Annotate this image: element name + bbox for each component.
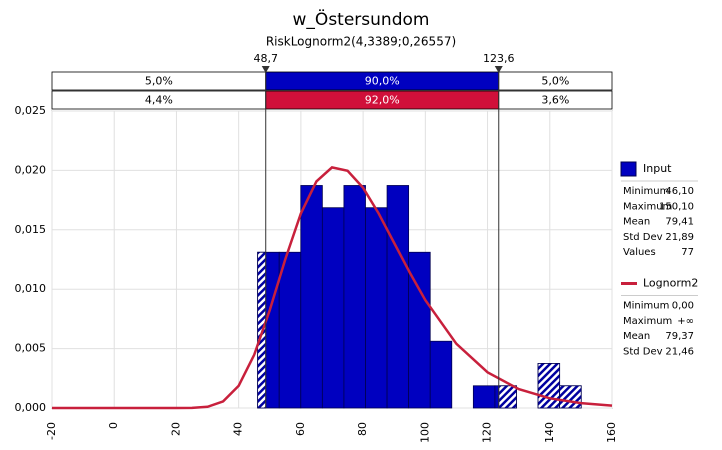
stat-name: Std Dev (623, 346, 663, 357)
band-label: 90,0% (365, 75, 400, 88)
bar-hatch (537, 363, 561, 409)
band-label: 5,0% (145, 75, 173, 88)
x-tick-label: 60 (294, 422, 307, 436)
x-tick-label: 80 (356, 422, 369, 436)
x-tick-label: 0 (107, 422, 120, 429)
bar (300, 185, 323, 409)
bar-hatch (559, 385, 582, 409)
y-tick-label: 0,020 (15, 163, 47, 176)
x-tick-label: 140 (543, 422, 556, 443)
stat-name: Mean (623, 331, 650, 342)
bar (343, 185, 366, 409)
y-tick-label: 0,010 (15, 282, 47, 295)
band-label: 3,6% (541, 94, 569, 107)
band-label: 4,4% (145, 94, 173, 107)
delimiter-handle (261, 66, 270, 73)
delimiter-label: 123,6 (483, 52, 515, 65)
band-label: 92,0% (365, 94, 400, 107)
bar-hatch (498, 385, 517, 409)
stat-value: 0,00 (672, 301, 694, 312)
band-label: 5,0% (541, 75, 569, 88)
legend-swatch (620, 161, 637, 177)
bar (472, 385, 496, 409)
bar (429, 340, 453, 409)
bar (408, 251, 431, 409)
stat-value: 77 (681, 247, 694, 258)
stat-value: 79,41 (665, 217, 694, 228)
x-tick-label: 120 (481, 422, 494, 443)
stat-value: 21,46 (665, 346, 694, 357)
stat-value: 46,10 (665, 186, 694, 197)
bar (321, 207, 345, 409)
x-tick-label: 20 (169, 422, 182, 436)
chart-subtitle: RiskLognorm2(4,3389;0,26557) (266, 35, 456, 49)
stat-name: Values (623, 247, 656, 258)
x-tick-label: 100 (418, 422, 431, 443)
x-tick-label: 40 (232, 422, 245, 436)
stat-name: Mean (623, 217, 650, 228)
bar (386, 185, 410, 409)
bar (278, 251, 302, 409)
stat-name: Minimum (623, 186, 669, 197)
y-tick-label: 0,000 (15, 401, 47, 414)
stat-name: Minimum (623, 301, 669, 312)
stat-name: Maximum (623, 201, 672, 212)
y-tick-label: 0,005 (15, 342, 47, 355)
stat-value: 150,10 (659, 201, 694, 212)
delimiter-label: 48,7 (253, 52, 278, 65)
stat-value: 79,37 (665, 331, 694, 342)
delimiter-handle (494, 66, 503, 73)
stat-name: Maximum (623, 316, 672, 327)
density-curve (52, 166, 613, 410)
bar (365, 207, 388, 409)
stat-value: +∞ (677, 316, 694, 327)
y-tick-label: 0,015 (15, 223, 47, 236)
x-tick-label: -20 (45, 422, 58, 440)
chart-title: w_Östersundom (293, 8, 430, 30)
legend-label: Input (643, 162, 672, 175)
x-tick-label: 160 (605, 422, 618, 443)
stat-value: 21,89 (665, 232, 694, 243)
stat-name: Std Dev (623, 232, 663, 243)
legend-label: Lognorm2 (643, 277, 698, 290)
y-tick-label: 0,025 (15, 104, 47, 117)
